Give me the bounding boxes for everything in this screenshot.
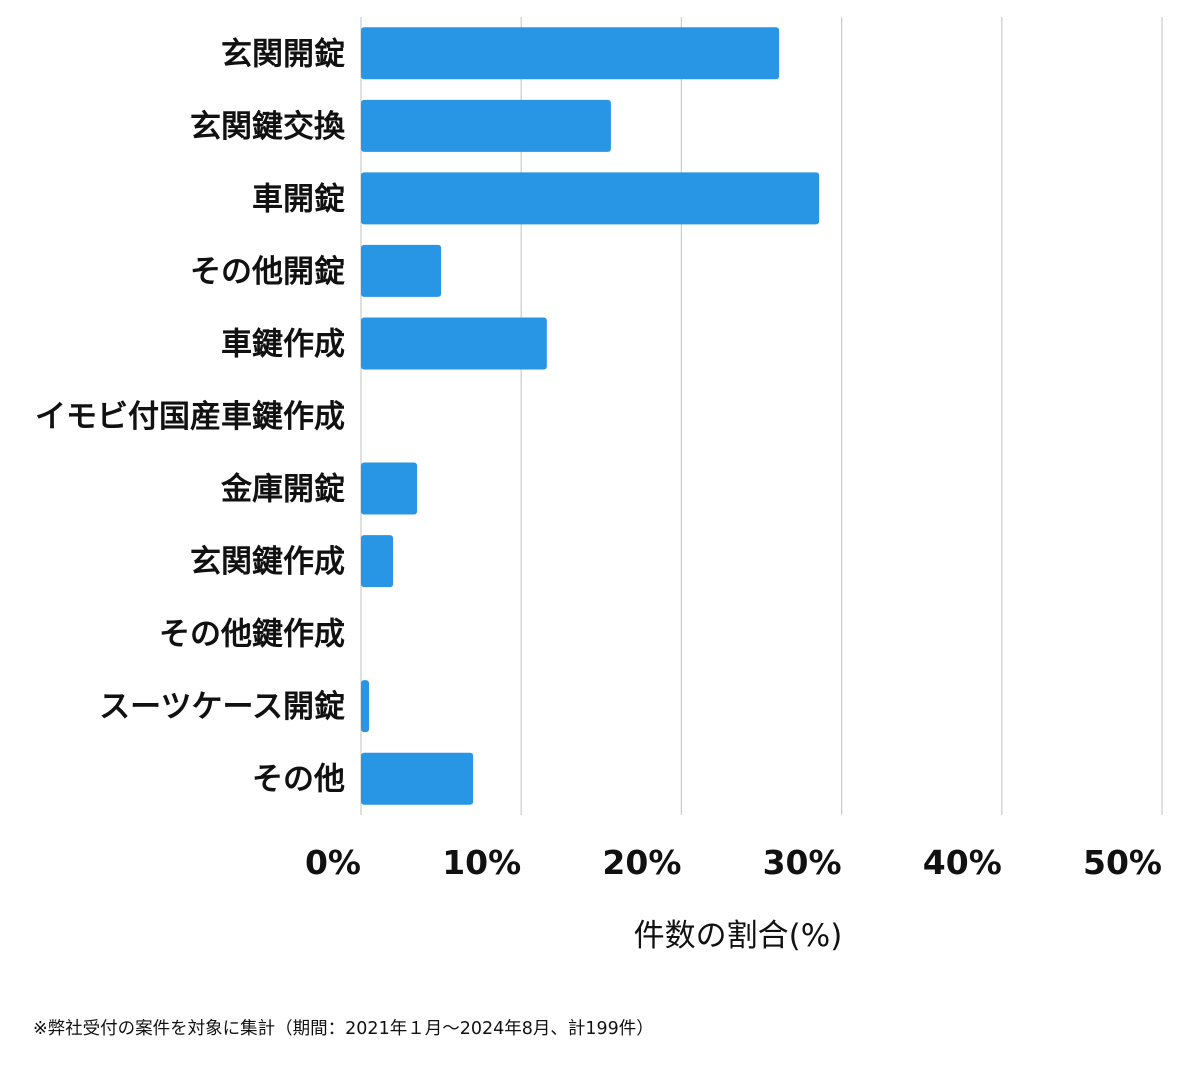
footnote: ※弊社受付の案件を対象に集計（期間：2021年１月〜2024年8月、計199件）	[33, 1019, 654, 1039]
x-tick-labels: 0% 10% 20% 30% 40% 50%	[305, 843, 1162, 882]
category-labels: 玄関開錠玄関鍵交換車開錠その他開錠車鍵作成イモビ付国産車鍵作成金庫開錠玄関鍵作成…	[35, 36, 346, 797]
bars	[361, 27, 820, 805]
category-label: 車鍵作成	[221, 326, 345, 362]
bar	[361, 680, 370, 733]
category-label: 玄関開錠	[221, 36, 345, 72]
bar	[361, 535, 394, 588]
category-label: その他鍵作成	[159, 617, 345, 653]
bar	[361, 244, 442, 297]
category-label: その他開錠	[190, 254, 345, 290]
bar	[361, 752, 474, 805]
bar	[361, 317, 547, 370]
bar	[361, 99, 611, 152]
x-tick-label: 0%	[305, 843, 361, 882]
category-label: 玄関鍵交換	[190, 109, 346, 145]
category-label: 玄関鍵作成	[190, 544, 345, 580]
category-label: イモビ付国産車鍵作成	[35, 399, 345, 435]
category-label: 車開錠	[252, 181, 345, 217]
x-tick-label: 10%	[442, 843, 521, 882]
category-label: 金庫開錠	[220, 472, 345, 508]
x-tick-label: 50%	[1083, 843, 1162, 882]
category-label: その他	[252, 762, 345, 798]
bar	[361, 27, 780, 80]
x-tick-label: 30%	[763, 843, 842, 882]
x-axis-title: 件数の割合(%)	[634, 918, 843, 954]
bar	[361, 462, 418, 515]
category-label: スーツケース開錠	[99, 689, 345, 725]
x-tick-label: 40%	[923, 843, 1002, 882]
x-tick-label: 20%	[602, 843, 681, 882]
bar	[361, 172, 820, 225]
